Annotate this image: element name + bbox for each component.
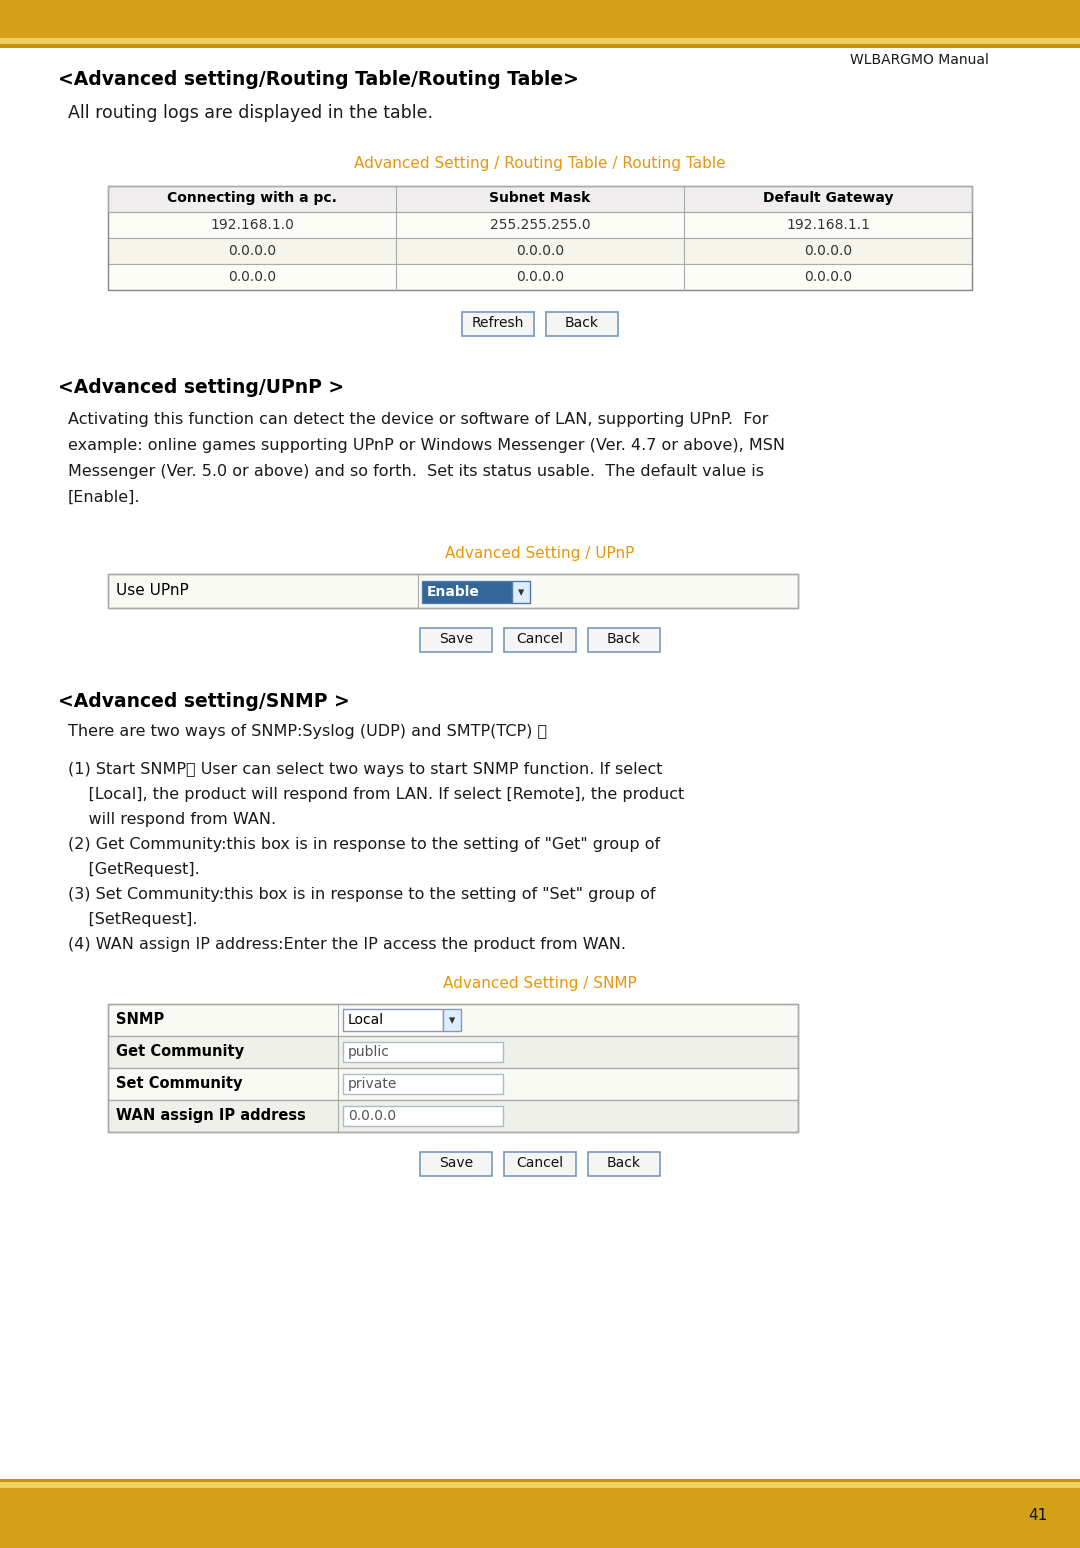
Text: Save: Save xyxy=(438,1156,473,1170)
Text: <Advanced setting/UPnP >: <Advanced setting/UPnP > xyxy=(58,378,345,396)
Text: will respond from WAN.: will respond from WAN. xyxy=(68,813,276,827)
Text: <Advanced setting/SNMP >: <Advanced setting/SNMP > xyxy=(58,692,350,711)
Text: ▾: ▾ xyxy=(449,1014,455,1026)
Bar xyxy=(422,580,512,604)
Text: Set Community: Set Community xyxy=(116,1076,243,1091)
Text: 192.168.1.0: 192.168.1.0 xyxy=(211,218,294,232)
Bar xyxy=(108,1036,798,1068)
Bar xyxy=(504,1152,576,1176)
Bar xyxy=(108,238,972,265)
Text: [Local], the product will respond from LAN. If select [Remote], the product: [Local], the product will respond from L… xyxy=(68,786,685,802)
Text: 255.255.255.0: 255.255.255.0 xyxy=(489,218,591,232)
Text: 0.0.0.0: 0.0.0.0 xyxy=(228,269,276,283)
Text: Enable: Enable xyxy=(427,585,480,599)
Text: Activating this function can detect the device or software of LAN, supporting UP: Activating this function can detect the … xyxy=(68,412,768,427)
Bar xyxy=(0,0,1080,39)
Text: 0.0.0.0: 0.0.0.0 xyxy=(348,1108,396,1122)
Text: WAN assign IP address: WAN assign IP address xyxy=(116,1108,306,1122)
Bar xyxy=(0,39,1080,43)
Text: Advanced Setting / UPnP: Advanced Setting / UPnP xyxy=(445,546,635,560)
Text: (1) Start SNMP： User can select two ways to start SNMP function. If select: (1) Start SNMP： User can select two ways… xyxy=(68,762,662,777)
Text: There are two ways of SNMP:Syslog (UDP) and SMTP(TCP) 。: There are two ways of SNMP:Syslog (UDP) … xyxy=(68,724,548,738)
Bar xyxy=(343,1074,503,1094)
Text: [GetRequest].: [GetRequest]. xyxy=(68,862,200,878)
Bar xyxy=(108,1005,798,1132)
Text: 0.0.0.0: 0.0.0.0 xyxy=(516,269,564,283)
Bar xyxy=(512,580,530,604)
Text: Local: Local xyxy=(348,1012,384,1026)
Text: <Advanced setting/Routing Table/Routing Table>: <Advanced setting/Routing Table/Routing … xyxy=(58,70,579,88)
Text: public: public xyxy=(348,1045,390,1059)
Text: Cancel: Cancel xyxy=(516,632,564,646)
Text: private: private xyxy=(348,1077,397,1091)
Text: Refresh: Refresh xyxy=(472,316,524,330)
Bar xyxy=(0,1478,1080,1481)
Bar xyxy=(108,186,972,289)
Text: All routing logs are displayed in the table.: All routing logs are displayed in the ta… xyxy=(68,104,433,122)
Bar xyxy=(108,186,972,212)
Text: Connecting with a pc.: Connecting with a pc. xyxy=(167,190,337,204)
Text: Advanced Setting / SNMP: Advanced Setting / SNMP xyxy=(443,975,637,991)
Text: (2) Get Community:this box is in response to the setting of "Get" group of: (2) Get Community:this box is in respons… xyxy=(68,837,660,851)
Text: 192.168.1.1: 192.168.1.1 xyxy=(786,218,870,232)
Text: Save: Save xyxy=(438,632,473,646)
Bar xyxy=(343,1009,443,1031)
Bar xyxy=(108,212,972,238)
Bar xyxy=(588,1152,660,1176)
Bar xyxy=(108,574,798,608)
Text: Default Gateway: Default Gateway xyxy=(762,190,893,204)
Bar xyxy=(108,1005,798,1036)
Bar xyxy=(108,265,972,289)
Bar xyxy=(0,1488,1080,1548)
Text: 0.0.0.0: 0.0.0.0 xyxy=(516,245,564,259)
Bar xyxy=(343,1042,503,1062)
Bar xyxy=(108,1068,798,1101)
Text: 41: 41 xyxy=(1028,1508,1048,1523)
Text: Get Community: Get Community xyxy=(116,1043,244,1059)
Text: (4) WAN assign IP address:Enter the IP access the product from WAN.: (4) WAN assign IP address:Enter the IP a… xyxy=(68,937,626,952)
Text: [SetRequest].: [SetRequest]. xyxy=(68,912,198,927)
Text: example: online games supporting UPnP or Windows Messenger (Ver. 4.7 or above), : example: online games supporting UPnP or… xyxy=(68,438,785,454)
Bar xyxy=(420,1152,492,1176)
Bar xyxy=(462,313,534,336)
Text: Back: Back xyxy=(607,1156,642,1170)
Text: Back: Back xyxy=(607,632,642,646)
Text: [Enable].: [Enable]. xyxy=(68,491,140,505)
Text: Use UPnP: Use UPnP xyxy=(116,584,189,598)
Text: Subnet Mask: Subnet Mask xyxy=(489,190,591,204)
Text: WLBARGMO Manual: WLBARGMO Manual xyxy=(850,53,989,67)
Bar xyxy=(108,574,798,608)
Bar xyxy=(546,313,618,336)
Bar xyxy=(504,628,576,652)
Bar xyxy=(0,1481,1080,1488)
Text: Back: Back xyxy=(565,316,599,330)
Text: (3) Set Community:this box is in response to the setting of "Set" group of: (3) Set Community:this box is in respons… xyxy=(68,887,656,902)
Bar xyxy=(108,1101,798,1132)
Text: Messenger (Ver. 5.0 or above) and so forth.  Set its status usable.  The default: Messenger (Ver. 5.0 or above) and so for… xyxy=(68,464,764,478)
Text: 0.0.0.0: 0.0.0.0 xyxy=(228,245,276,259)
Text: Advanced Setting / Routing Table / Routing Table: Advanced Setting / Routing Table / Routi… xyxy=(354,156,726,170)
Text: 0.0.0.0: 0.0.0.0 xyxy=(804,269,852,283)
Bar xyxy=(343,1105,503,1125)
Text: SNMP: SNMP xyxy=(116,1012,164,1026)
Text: Cancel: Cancel xyxy=(516,1156,564,1170)
Bar xyxy=(443,1009,461,1031)
Bar xyxy=(420,628,492,652)
Bar xyxy=(588,628,660,652)
Text: ▾: ▾ xyxy=(518,587,524,599)
Bar xyxy=(0,43,1080,48)
Text: 0.0.0.0: 0.0.0.0 xyxy=(804,245,852,259)
